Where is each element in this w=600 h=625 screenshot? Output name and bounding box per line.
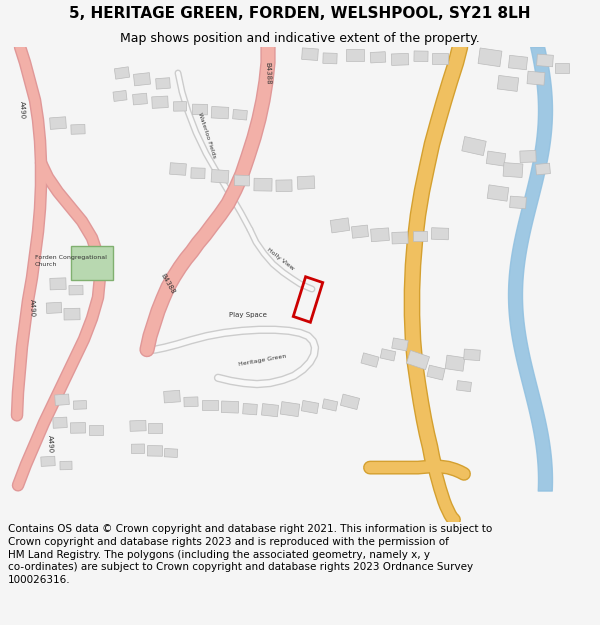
Polygon shape [69,285,83,295]
Polygon shape [478,48,502,67]
Polygon shape [392,338,408,351]
Polygon shape [487,185,509,201]
Polygon shape [503,162,523,177]
Polygon shape [391,53,409,66]
Text: Map shows position and indicative extent of the property.: Map shows position and indicative extent… [120,32,480,45]
Polygon shape [71,246,113,279]
Polygon shape [155,78,170,89]
Polygon shape [427,365,445,380]
Polygon shape [380,349,396,361]
Polygon shape [462,136,486,156]
Polygon shape [371,228,389,242]
Polygon shape [464,349,481,361]
Text: A490: A490 [47,434,53,452]
Polygon shape [262,404,278,417]
Polygon shape [302,48,319,61]
Text: Forden Congregational
Church: Forden Congregational Church [35,255,107,267]
Polygon shape [432,52,448,64]
Text: B4388: B4388 [160,272,176,295]
Polygon shape [497,76,519,91]
Polygon shape [211,106,229,119]
Polygon shape [133,72,151,86]
Polygon shape [71,124,85,134]
Polygon shape [173,102,187,111]
Polygon shape [297,176,315,189]
Polygon shape [235,175,250,186]
Polygon shape [276,180,292,192]
Text: Play Space: Play Space [229,312,267,318]
Polygon shape [164,449,178,458]
Polygon shape [55,394,70,406]
Polygon shape [509,196,526,209]
Polygon shape [148,446,163,456]
Polygon shape [457,381,472,392]
Polygon shape [221,401,239,413]
Polygon shape [520,151,536,162]
Polygon shape [41,456,55,466]
Polygon shape [164,390,181,403]
Polygon shape [242,403,257,415]
Polygon shape [361,353,379,367]
Polygon shape [170,162,187,176]
Text: B4388: B4388 [265,62,271,84]
Polygon shape [133,93,148,105]
Polygon shape [280,402,300,417]
Polygon shape [370,52,386,63]
Polygon shape [330,218,350,233]
Polygon shape [191,168,205,179]
Polygon shape [46,302,62,314]
Polygon shape [406,351,430,370]
Polygon shape [115,67,130,79]
Polygon shape [70,422,86,433]
Polygon shape [50,278,66,290]
Polygon shape [536,54,553,67]
Polygon shape [64,308,80,320]
Polygon shape [392,232,408,244]
Polygon shape [413,231,427,241]
Polygon shape [445,355,465,371]
Polygon shape [60,461,72,470]
Polygon shape [301,401,319,414]
Text: A490: A490 [19,101,25,119]
Polygon shape [254,178,272,191]
Text: 5, HERITAGE GREEN, FORDEN, WELSHPOOL, SY21 8LH: 5, HERITAGE GREEN, FORDEN, WELSHPOOL, SY… [69,6,531,21]
Polygon shape [323,53,337,64]
Polygon shape [50,117,67,129]
Polygon shape [73,401,86,409]
Polygon shape [431,228,449,240]
Polygon shape [211,169,229,183]
Polygon shape [508,56,527,70]
Polygon shape [527,71,545,85]
Polygon shape [555,62,569,73]
Polygon shape [352,225,368,238]
Polygon shape [131,444,145,454]
Polygon shape [322,399,338,411]
Polygon shape [130,421,146,431]
Polygon shape [486,151,506,166]
Polygon shape [536,163,550,175]
Polygon shape [346,49,364,61]
Polygon shape [340,394,359,409]
Polygon shape [184,397,198,407]
Polygon shape [53,417,67,428]
Polygon shape [113,91,127,101]
Text: Contains OS data © Crown copyright and database right 2021. This information is : Contains OS data © Crown copyright and d… [8,524,492,585]
Text: Holly View: Holly View [266,247,295,271]
Polygon shape [233,109,247,120]
Polygon shape [193,104,208,115]
Polygon shape [202,400,218,410]
Polygon shape [89,425,103,435]
Polygon shape [414,51,428,62]
Polygon shape [152,96,168,108]
Text: A490: A490 [29,299,35,317]
Polygon shape [148,422,162,433]
Text: Waterloo Fields: Waterloo Fields [197,112,217,159]
Text: Heritage Green: Heritage Green [238,353,286,367]
